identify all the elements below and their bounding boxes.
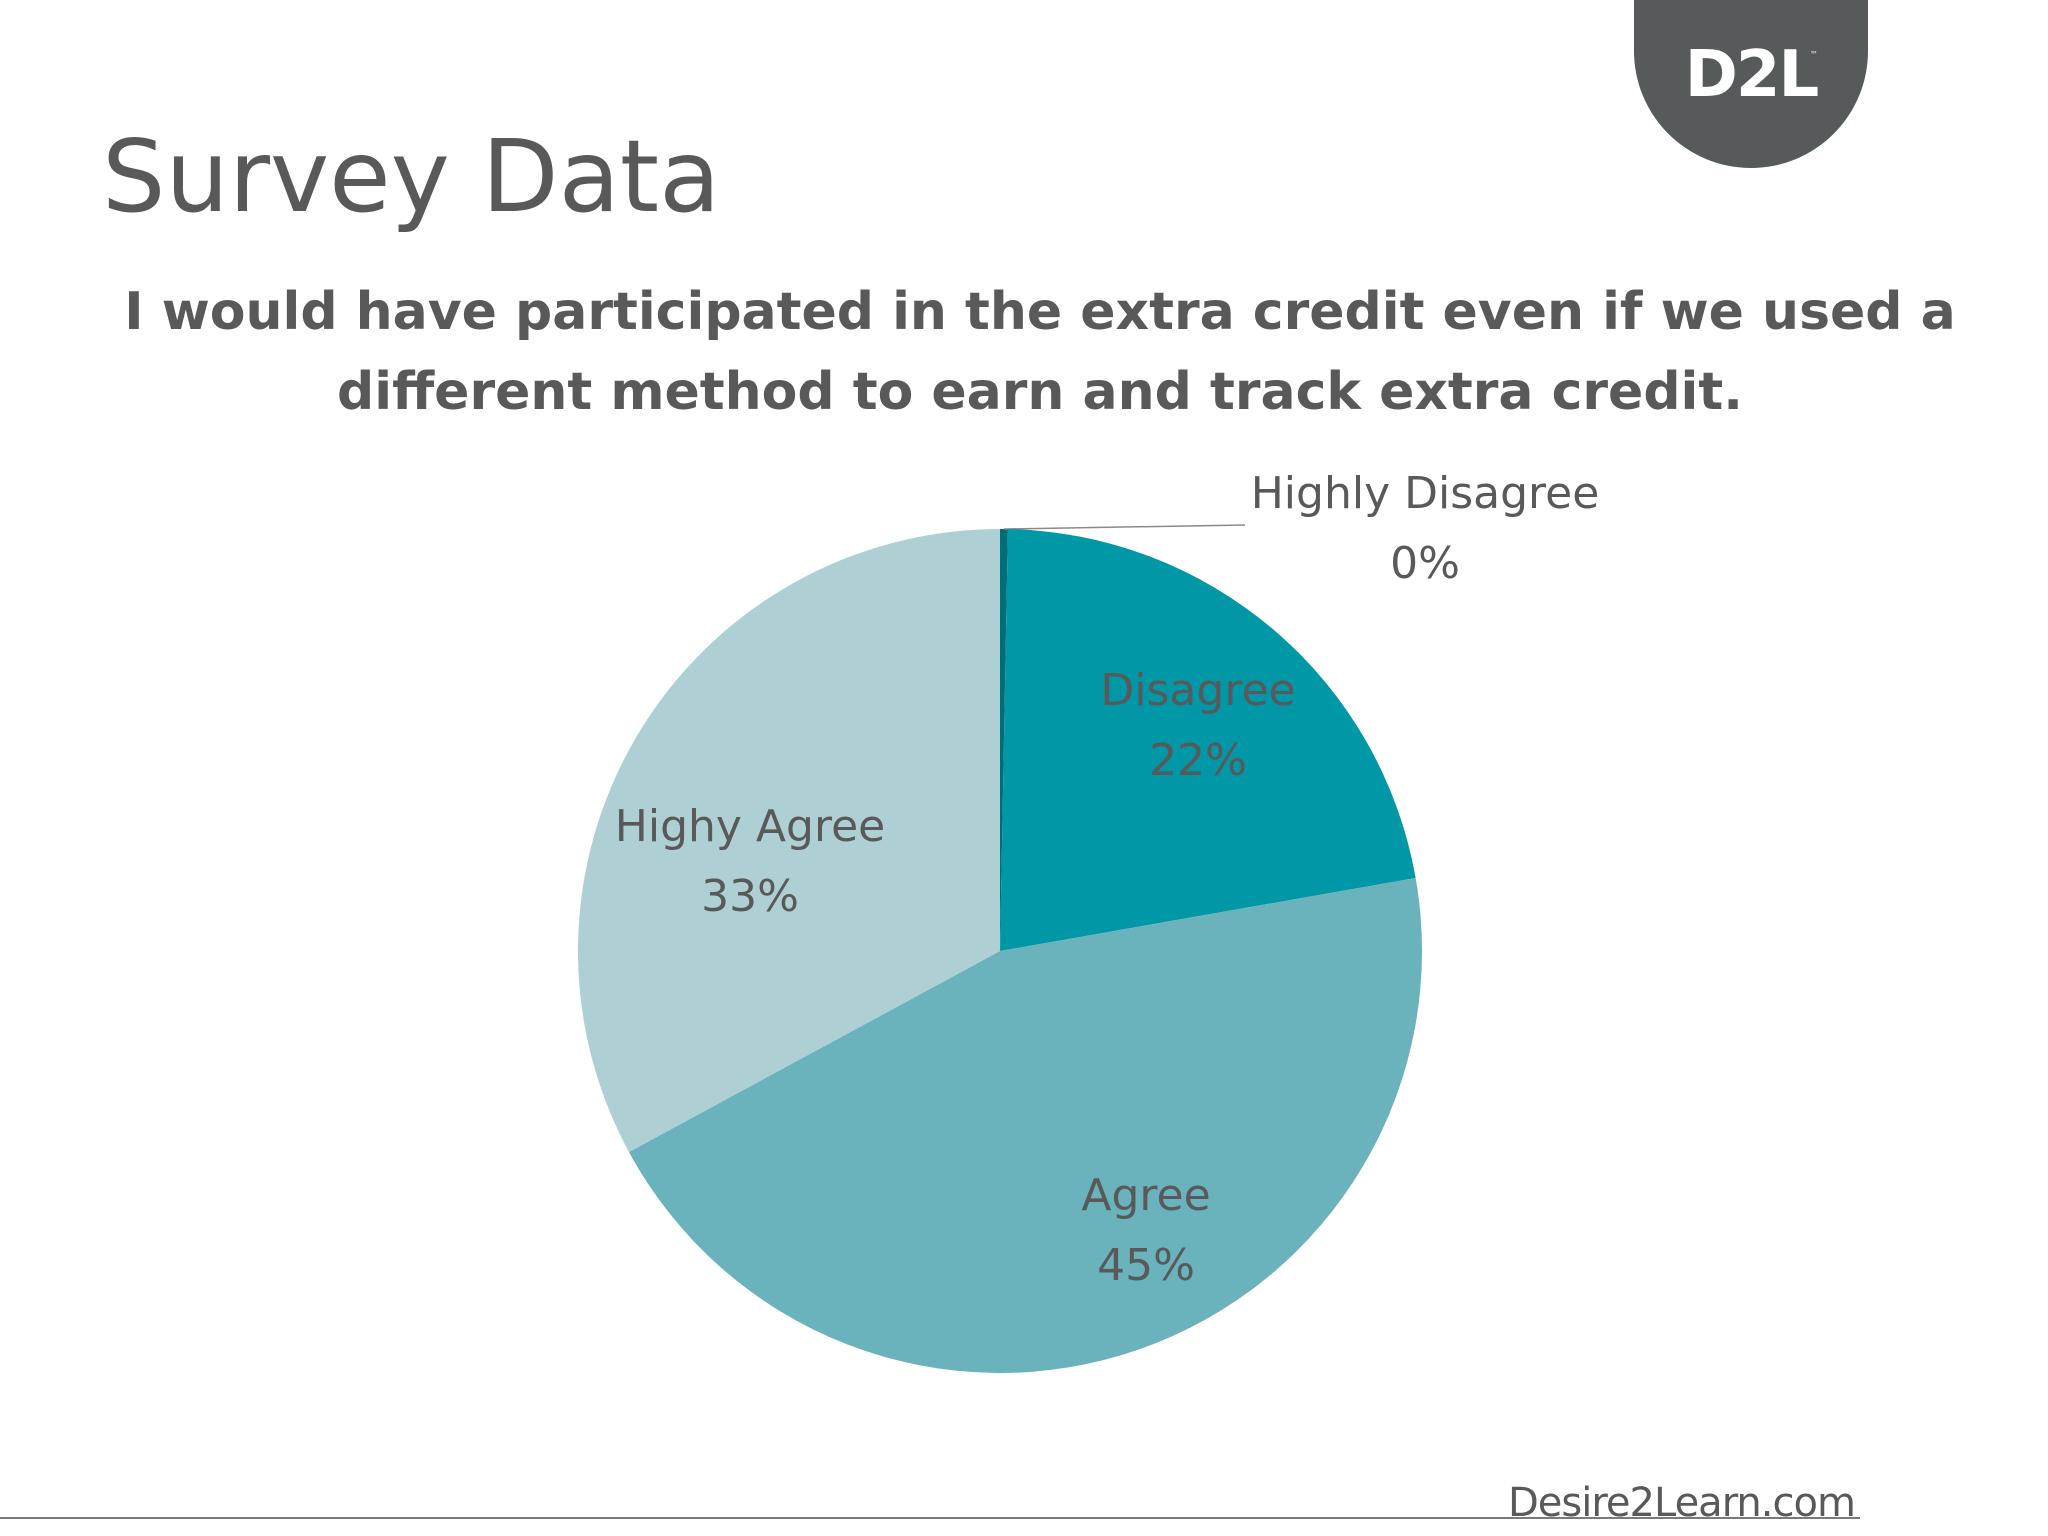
slice-name-highly-disagree: Highly Disagree <box>1251 468 1600 519</box>
slice-percent-agree: 45% <box>1097 1240 1195 1291</box>
footer-brand: Desire2Learn.com <box>1508 1480 1856 1526</box>
slice-name-highy-agree: Highy Agree <box>615 801 885 852</box>
footer-divider <box>0 1517 1860 1519</box>
slice-percent-highly-disagree: 0% <box>1390 538 1460 589</box>
slide-title: Survey Data <box>102 118 721 235</box>
slice-percent-highy-agree: 33% <box>701 871 799 922</box>
pie-slice-highy-agree <box>577 529 1000 1153</box>
pie-slice-disagree <box>1000 529 1416 951</box>
slice-name-agree: Agree <box>1081 1170 1210 1221</box>
slice-percent-disagree: 22% <box>1149 735 1247 786</box>
question-line-1: I would have participated in the extra c… <box>124 282 1956 342</box>
d2l-logo-text: D2L <box>1684 38 1819 112</box>
pie-slice-agree <box>628 878 1423 1374</box>
leader-line-highly-disagree <box>1003 524 1246 530</box>
pie-slice-highly-disagree <box>1000 529 1008 951</box>
slice-name-disagree: Disagree <box>1100 665 1295 716</box>
question-line-2: different method to earn and track extra… <box>337 362 1743 422</box>
trademark-mark: ™ <box>1810 50 1818 59</box>
